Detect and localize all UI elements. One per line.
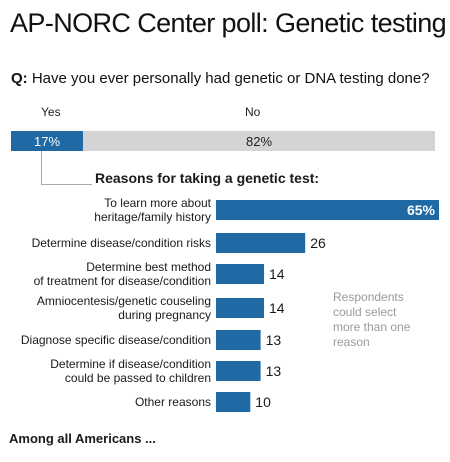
footer-text: Among all Americans ... (9, 431, 156, 446)
value-label-1: 26 (310, 235, 326, 251)
bar-4 (216, 330, 261, 350)
value-label-6: 10 (255, 394, 271, 410)
category-label-line: Diagnose specific disease/condition (21, 333, 211, 347)
category-label-line: Amniocentesis/genetic couseling (37, 294, 211, 308)
category-label-line: Other reasons (135, 395, 211, 409)
category-label-line: Determine if disease/condition (50, 357, 211, 371)
category-label-line: To learn more about (104, 196, 211, 210)
bar-3 (216, 298, 265, 318)
category-label-2: Determine best method of treatment for di… (34, 260, 211, 288)
yes-label: Yes (41, 105, 61, 119)
bar-5 (216, 361, 261, 381)
value-label-4: 13 (266, 332, 282, 348)
value-label-0: 65% (407, 202, 436, 218)
bar-0 (216, 200, 439, 220)
value-label-5: 13 (266, 363, 282, 379)
question: Q: Have you ever personally had genetic … (11, 70, 430, 87)
chart-title: AP-NORC Center poll: Genetic testing (10, 8, 447, 38)
category-label-3: Amniocentesis/genetic couseling during pr… (37, 294, 211, 322)
no-segment: 82% (83, 131, 435, 151)
yes-segment: 17% (11, 131, 83, 151)
category-label-line: heritage/family history (94, 210, 211, 224)
category-label-1: Determine disease/condition risks (32, 236, 211, 250)
reasons-title: Reasons for taking a genetic test: (95, 170, 320, 186)
category-label-line: during pregnancy (118, 308, 211, 322)
category-label-line: Determine best method (86, 260, 211, 274)
question-text: Have you ever personally had genetic or … (31, 70, 430, 87)
bar-1 (216, 233, 306, 253)
yes-value-label: 17% (33, 133, 61, 149)
bar-6 (216, 392, 251, 412)
category-label-6: Other reasons (135, 395, 211, 409)
no-label: No (245, 105, 261, 119)
category-label-line: Determine disease/condition risks (32, 236, 211, 250)
category-label-line: of treatment for disease/condition (34, 274, 211, 288)
bar-2 (216, 264, 265, 284)
yes-no-bar: 17% 82% (11, 131, 435, 151)
connector-line (41, 151, 92, 185)
category-label-line: could be passed to children (65, 371, 211, 385)
value-label-2: 14 (269, 266, 285, 282)
respondents-note: Respondents could select more than one r… (333, 290, 411, 349)
value-label-3: 14 (269, 300, 285, 316)
category-label-5: Determine if disease/condition could be p… (50, 357, 211, 385)
no-value-label: 82% (245, 133, 273, 149)
category-label-4: Diagnose specific disease/condition (21, 333, 211, 347)
question-prefix: Q: (11, 70, 28, 87)
category-label-0: To learn more about heritage/family histo… (94, 196, 211, 224)
